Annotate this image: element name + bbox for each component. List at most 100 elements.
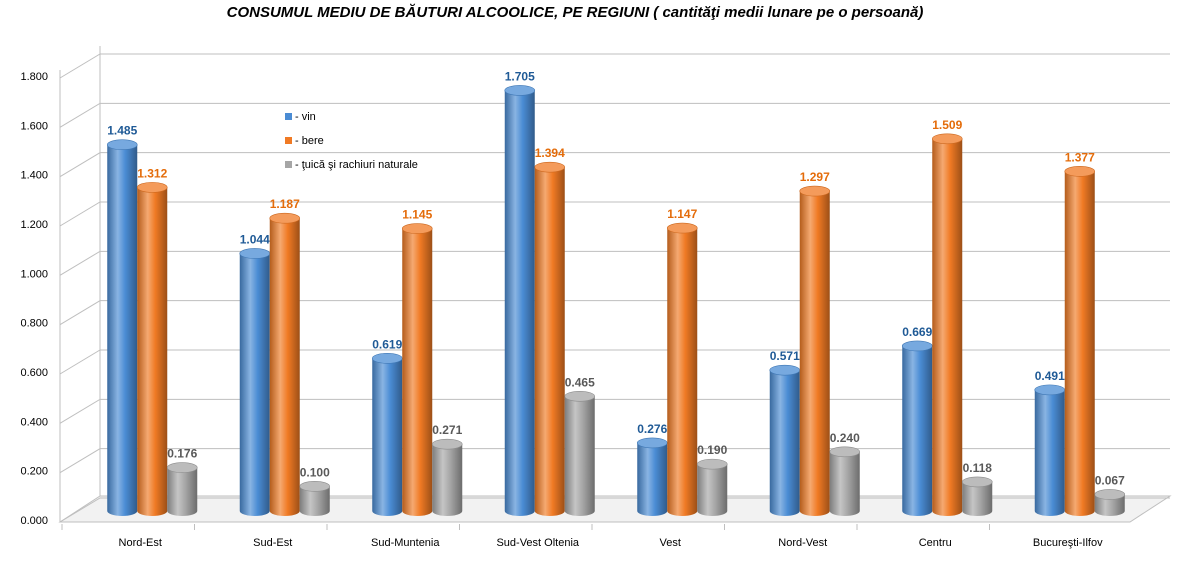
y-tick-label: 0.800	[20, 318, 48, 330]
bar-cap	[1094, 489, 1126, 500]
bar-body	[667, 228, 698, 516]
bar-cap	[1064, 166, 1096, 177]
legend-label: - ţuică şi rachiuri naturale	[295, 159, 418, 171]
y-tick-label: 1.000	[20, 268, 48, 280]
legend-swatch	[285, 113, 292, 120]
bar-cap	[799, 185, 831, 197]
bar-body	[932, 138, 963, 516]
bar-body	[269, 218, 300, 516]
data-label: 1.705	[505, 69, 535, 83]
x-tick-label: Centru	[919, 537, 952, 549]
data-label: 1.044	[240, 232, 270, 246]
y-tick-label: 1.800	[20, 71, 48, 83]
bar-body	[372, 358, 403, 516]
bar-body	[902, 345, 933, 516]
bar	[1094, 489, 1126, 516]
floor	[58, 495, 1172, 523]
data-label: 1.377	[1065, 150, 1095, 164]
legend-swatch	[285, 137, 292, 144]
bar	[239, 248, 271, 516]
bar	[504, 85, 536, 516]
data-label: 1.187	[270, 197, 300, 211]
bar	[106, 139, 138, 516]
bar-cap	[371, 353, 403, 364]
bar	[269, 212, 301, 516]
legend: - vin - bere - ţuică şi rachiuri naturale	[285, 111, 418, 171]
x-tick-label: Nord-Est	[119, 537, 162, 549]
bar-body	[504, 90, 535, 516]
bar	[371, 353, 403, 516]
bar-body	[962, 481, 993, 516]
chart-title: CONSUMUL MEDIU DE BĂUTURI ALCOOLICE, PE …	[226, 4, 924, 21]
bar	[564, 390, 596, 516]
bar	[769, 364, 801, 516]
bar-body	[239, 253, 270, 516]
data-label: 0.176	[167, 447, 197, 461]
data-label: 1.145	[402, 208, 432, 222]
bar	[1064, 166, 1096, 516]
data-label: 0.190	[697, 443, 727, 457]
legend-label: - bere	[295, 135, 324, 147]
data-label: 0.465	[565, 375, 595, 389]
bar-cap	[666, 222, 698, 234]
bar-cap	[901, 340, 933, 352]
bar-cap	[431, 438, 463, 450]
bar-cap	[696, 458, 728, 470]
data-label: 0.619	[372, 337, 402, 351]
bar-body	[637, 442, 668, 516]
x-tick-label: Nord-Vest	[778, 537, 827, 549]
bar	[166, 462, 198, 516]
bar-cap	[1034, 384, 1066, 396]
data-label: 0.240	[830, 431, 860, 445]
bar-cap	[564, 390, 596, 402]
bar	[696, 458, 728, 516]
bar-cap	[931, 133, 963, 145]
bar-cap	[299, 481, 331, 492]
bar	[901, 340, 933, 516]
bar-cap	[166, 462, 198, 473]
bar-body	[697, 464, 728, 516]
bar	[401, 223, 433, 517]
bar-body	[769, 370, 800, 516]
y-tick-label: 0.600	[20, 367, 48, 379]
bar-body	[564, 396, 595, 516]
x-tick-label: Vest	[660, 537, 681, 549]
data-label: 1.297	[800, 170, 830, 184]
bar-body	[402, 228, 433, 517]
y-tick-label: 1.600	[20, 120, 48, 132]
bar	[666, 222, 698, 516]
bar	[299, 481, 331, 516]
data-label: 0.491	[1035, 369, 1065, 383]
bar-cap	[136, 182, 168, 193]
x-tick-label: Sud-Vest Oltenia	[496, 537, 579, 549]
bar-cap	[106, 139, 138, 150]
x-tick-label: Sud-Muntenia	[371, 537, 440, 549]
bar-body	[167, 467, 198, 516]
bar-cap	[769, 364, 801, 376]
chart-walls	[58, 56, 1172, 523]
bar	[931, 133, 963, 516]
bar	[636, 437, 668, 516]
bar-cap	[269, 212, 301, 224]
bar-body	[534, 167, 565, 516]
bar-body	[107, 144, 138, 516]
data-label: 0.276	[637, 422, 667, 436]
bar-body	[1064, 171, 1095, 516]
bar-cap	[504, 85, 536, 96]
bar-body	[1034, 389, 1065, 516]
data-label: 1.485	[107, 124, 137, 138]
bar	[534, 161, 566, 516]
y-tick-label: 0.400	[20, 416, 48, 428]
data-label: 0.067	[1095, 473, 1125, 487]
x-tick-label: Bucureşti-Ilfov	[1033, 537, 1103, 549]
bar-cap	[401, 223, 433, 234]
data-label: 1.147	[667, 207, 697, 221]
legend-label: - vin	[295, 111, 316, 123]
bar-cap	[961, 476, 993, 488]
data-label: 0.271	[432, 423, 462, 437]
bar-body	[829, 451, 860, 516]
y-tick-label: 1.400	[20, 170, 48, 182]
data-label: 1.312	[137, 166, 167, 180]
